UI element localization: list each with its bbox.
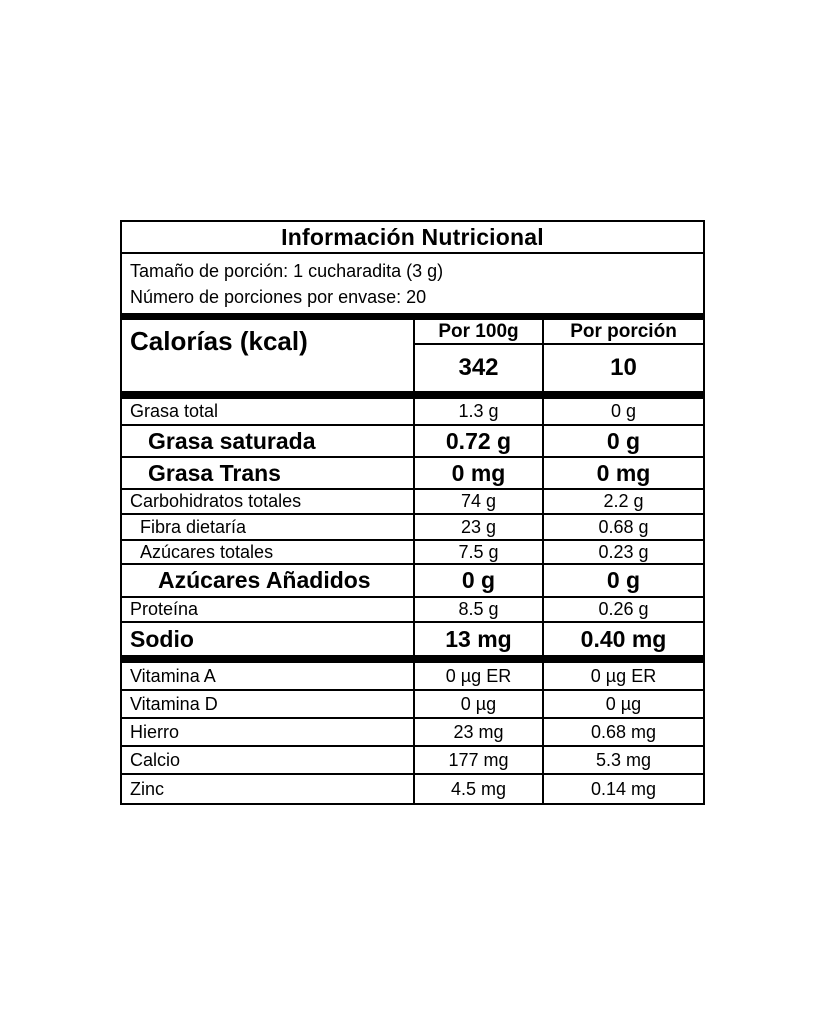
column-header-per-serving: Por porción xyxy=(542,320,703,345)
nutrient-per-serving: 0 µg ER xyxy=(542,663,703,689)
calories-per-serving-value: 10 xyxy=(542,345,703,391)
nutrient-per-100g: 0 µg xyxy=(413,691,542,717)
nutrient-per-100g: 8.5 g xyxy=(413,598,542,621)
divider-bar xyxy=(122,655,703,663)
micronutrient-row-zinc: Zinc 4.5 mg 0.14 mg xyxy=(122,775,703,803)
divider-bar xyxy=(122,313,703,320)
micronutrient-row-hierro: Hierro 23 mg 0.68 mg xyxy=(122,719,703,747)
nutrient-name: Vitamina A xyxy=(130,665,216,686)
serving-info: Tamaño de porción: 1 cucharadita (3 g) N… xyxy=(122,254,703,313)
nutrient-per-100g: 0 µg ER xyxy=(413,663,542,689)
nutrient-name: Grasa Trans xyxy=(148,459,281,486)
label-title: Información Nutricional xyxy=(122,222,703,254)
nutrient-per-serving: 0 g xyxy=(542,565,703,596)
nutrient-per-serving: 0 µg xyxy=(542,691,703,717)
nutrient-row-grasa-total: Grasa total 1.3 g 0 g xyxy=(122,399,703,426)
nutrient-per-serving: 0.23 g xyxy=(542,541,703,563)
nutrient-per-serving: 0 g xyxy=(542,399,703,424)
micronutrient-row-vitamina-d: Vitamina D 0 µg 0 µg xyxy=(122,691,703,719)
nutrient-per-100g: 177 mg xyxy=(413,747,542,773)
nutrient-per-serving: 0.40 mg xyxy=(542,623,703,655)
serving-size-text: Tamaño de porción: 1 cucharadita (3 g) xyxy=(130,261,444,281)
nutrient-name: Carbohidratos totales xyxy=(130,491,302,511)
nutrient-per-serving: 2.2 g xyxy=(542,490,703,513)
nutrient-per-100g: 7.5 g xyxy=(413,541,542,563)
nutrient-per-serving: 0.14 mg xyxy=(542,775,703,803)
nutrient-name: Azúcares totales xyxy=(140,541,274,562)
nutrient-per-100g: 13 mg xyxy=(413,623,542,655)
nutrient-name: Fibra dietaría xyxy=(140,516,247,537)
calories-section: Calorías (kcal) Por 100g Por porción 342… xyxy=(122,320,703,391)
nutrient-name: Sodio xyxy=(130,625,194,652)
nutrient-per-serving: 0.68 mg xyxy=(542,719,703,745)
nutrient-name: Vitamina D xyxy=(130,693,218,714)
nutrient-name: Grasa saturada xyxy=(148,427,316,454)
divider-bar xyxy=(122,391,703,399)
nutrient-name: Proteína xyxy=(130,599,199,619)
nutrient-row-azucares-totales: Azúcares totales 7.5 g 0.23 g xyxy=(122,541,703,565)
calories-per-100g-value: 342 xyxy=(458,354,499,381)
micronutrient-row-calcio: Calcio 177 mg 5.3 mg xyxy=(122,747,703,775)
nutrient-per-100g: 4.5 mg xyxy=(413,775,542,803)
micronutrient-row-vitamina-a: Vitamina A 0 µg ER 0 µg ER xyxy=(122,663,703,691)
nutrient-per-100g: 0 g xyxy=(413,565,542,596)
nutrient-row-sodio: Sodio 13 mg 0.40 mg xyxy=(122,623,703,655)
calories-label: Calorías (kcal) xyxy=(122,320,415,391)
nutrient-per-100g: 0.72 g xyxy=(413,426,542,456)
nutrient-row-grasa-trans: Grasa Trans 0 mg 0 mg xyxy=(122,458,703,490)
nutrient-per-100g: 0 mg xyxy=(413,458,542,488)
nutrient-name: Grasa total xyxy=(130,401,219,421)
servings-per-container-text: Número de porciones por envase: 20 xyxy=(130,287,427,307)
nutrient-row-azucares-anadidos: Azúcares Añadidos 0 g 0 g xyxy=(122,565,703,598)
nutrient-per-100g: 1.3 g xyxy=(413,399,542,424)
nutrient-name: Calcio xyxy=(130,749,181,770)
nutrient-per-serving: 0 g xyxy=(542,426,703,456)
nutrient-name: Azúcares Añadidos xyxy=(158,567,371,593)
nutrient-per-100g: 23 mg xyxy=(413,719,542,745)
nutrition-label: Información Nutricional Tamaño de porció… xyxy=(120,220,705,805)
nutrient-per-serving: 5.3 mg xyxy=(542,747,703,773)
nutrient-row-carbohidratos: Carbohidratos totales 74 g 2.2 g xyxy=(122,490,703,515)
nutrient-row-fibra: Fibra dietaría 23 g 0.68 g xyxy=(122,515,703,541)
nutrient-per-serving: 0 mg xyxy=(542,458,703,488)
nutrient-name: Hierro xyxy=(130,721,180,742)
nutrient-per-100g: 74 g xyxy=(413,490,542,513)
calories-values: Por 100g Por porción 342 10 xyxy=(415,320,703,391)
nutrient-per-serving: 0.26 g xyxy=(542,598,703,621)
column-header-per-100g: Por 100g xyxy=(415,320,542,345)
nutrient-row-grasa-saturada: Grasa saturada 0.72 g 0 g xyxy=(122,426,703,458)
nutrient-name: Zinc xyxy=(130,778,165,799)
nutrient-per-100g: 23 g xyxy=(413,515,542,539)
nutrient-row-proteina: Proteína 8.5 g 0.26 g xyxy=(122,598,703,623)
nutrient-per-serving: 0.68 g xyxy=(542,515,703,539)
